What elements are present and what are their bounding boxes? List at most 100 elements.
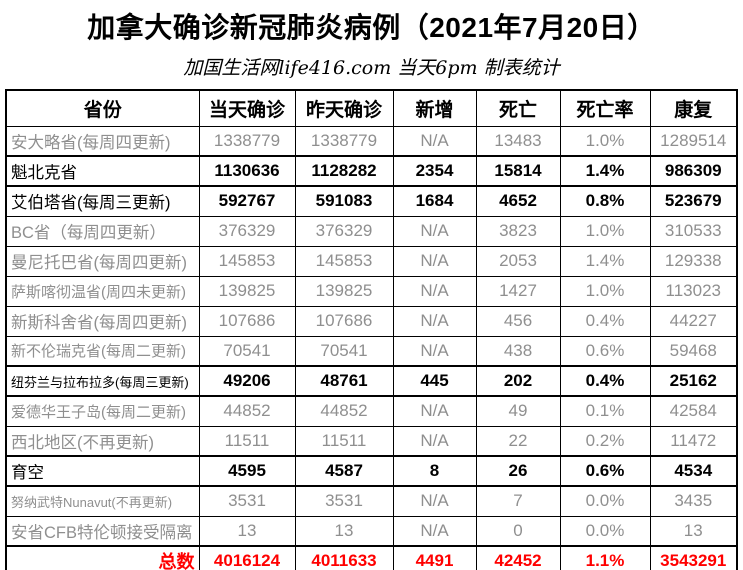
table-row: 艾伯塔省(每周三更新) 592767 591083 1684 4652 0.8%… [5,185,738,217]
new-cases-cell: 445 [392,365,477,397]
death-rate-cell: 0.8% [559,185,651,217]
yesterday-confirmed-cell: 11511 [294,425,394,457]
table-row: 曼尼托巴省(每周四更新) 145853 145853 N/A 2053 1.4%… [5,245,738,277]
recovered-cell: 44227 [649,305,738,337]
table-row: BC省（每周四更新） 376329 376329 N/A 3823 1.0% 3… [5,215,738,247]
header-row: 省份 当天确诊 昨天确诊 新增 死亡 死亡率 康复 [5,89,738,127]
column-header-today-confirmed: 当天确诊 [198,89,296,127]
yesterday-confirmed-cell: 44852 [294,395,394,427]
deaths-cell: 202 [475,365,561,397]
yesterday-confirmed-cell: 107686 [294,305,394,337]
yesterday-confirmed-cell: 13 [294,515,394,547]
table-row: 魁北克省 1130636 1128282 2354 15814 1.4% 986… [5,155,738,187]
province-cell: 西北地区(不再更新) [5,425,200,457]
deaths-cell: 7 [475,485,561,517]
recovered-cell: 4534 [649,455,738,487]
death-rate-cell: 1.0% [559,275,651,307]
recovered-cell: 113023 [649,275,738,307]
deaths-cell: 26 [475,455,561,487]
deaths-cell: 3823 [475,215,561,247]
table-header: 省份 当天确诊 昨天确诊 新增 死亡 死亡率 康复 [5,89,738,127]
new-cases-cell: N/A [392,245,477,277]
death-rate-cell: 0.1% [559,395,651,427]
new-cases-cell: N/A [392,425,477,457]
province-cell: 育空 [5,455,200,487]
table-body: 安大略省(每周四更新) 1338779 1338779 N/A 13483 1.… [5,125,738,547]
column-header-province: 省份 [5,89,200,127]
new-cases-cell: N/A [392,335,477,367]
deaths-cell: 13483 [475,125,561,157]
table-row: 安省CFB特伦顿接受隔离 13 13 N/A 0 0.0% 13 [5,515,738,547]
yesterday-confirmed-cell: 139825 [294,275,394,307]
table-row: 萨斯喀彻温省(周四未更新) 139825 139825 N/A 1427 1.0… [5,275,738,307]
province-cell: BC省（每周四更新） [5,215,200,247]
yesterday-confirmed-cell: 3531 [294,485,394,517]
yesterday-confirmed-cell: 1338779 [294,125,394,157]
table-row: 新斯科舍省(每周四更新) 107686 107686 N/A 456 0.4% … [5,305,738,337]
totals-row: 总数 4016124 4011633 4491 42452 1.1% 35432… [5,545,738,570]
totals-label: 总数 [5,545,200,570]
new-cases-cell: N/A [392,305,477,337]
table-row: 西北地区(不再更新) 11511 11511 N/A 22 0.2% 11472 [5,425,738,457]
province-cell: 爱德华王子岛(每周二更新) [5,395,200,427]
totals-death-rate: 1.1% [559,545,651,570]
new-cases-cell: 1684 [392,185,477,217]
totals-recovered: 3543291 [649,545,738,570]
table-row: 新不伦瑞克省(每周二更新) 70541 70541 N/A 438 0.6% 5… [5,335,738,367]
yesterday-confirmed-cell: 48761 [294,365,394,397]
death-rate-cell: 0.0% [559,515,651,547]
province-cell: 新不伦瑞克省(每周二更新) [5,335,200,367]
table-row: 育空 4595 4587 8 26 0.6% 4534 [5,455,738,487]
new-cases-cell: N/A [392,515,477,547]
new-cases-cell: N/A [392,485,477,517]
new-cases-cell: 2354 [392,155,477,187]
table-row: 纽芬兰与拉布拉多(每周三更新) 49206 48761 445 202 0.4%… [5,365,738,397]
recovered-cell: 3435 [649,485,738,517]
yesterday-confirmed-cell: 376329 [294,215,394,247]
recovered-cell: 1289514 [649,125,738,157]
death-rate-cell: 0.2% [559,425,651,457]
column-header-recovered: 康复 [649,89,738,127]
recovered-cell: 25162 [649,365,738,397]
today-confirmed-cell: 139825 [198,275,296,307]
deaths-cell: 1427 [475,275,561,307]
table-row: 安大略省(每周四更新) 1338779 1338779 N/A 13483 1.… [5,125,738,157]
deaths-cell: 2053 [475,245,561,277]
recovered-cell: 59468 [649,335,738,367]
death-rate-cell: 0.4% [559,305,651,337]
province-cell: 安大略省(每周四更新) [5,125,200,157]
new-cases-cell: N/A [392,215,477,247]
today-confirmed-cell: 11511 [198,425,296,457]
province-cell: 安省CFB特伦顿接受隔离 [5,515,200,547]
today-confirmed-cell: 4595 [198,455,296,487]
deaths-cell: 0 [475,515,561,547]
province-cell: 纽芬兰与拉布拉多(每周三更新) [5,365,200,397]
yesterday-confirmed-cell: 70541 [294,335,394,367]
covid-stats-table: 省份 当天确诊 昨天确诊 新增 死亡 死亡率 康复 安大略省(每周四更新) 13… [5,89,738,570]
totals-deaths: 42452 [475,545,561,570]
page-title: 加拿大确诊新冠肺炎病例（2021年7月20日） [87,12,656,43]
column-header-death-rate: 死亡率 [559,89,651,127]
deaths-cell: 456 [475,305,561,337]
province-cell: 努纳武特Nunavut(不再更新) [5,485,200,517]
deaths-cell: 15814 [475,155,561,187]
death-rate-cell: 0.6% [559,335,651,367]
new-cases-cell: N/A [392,125,477,157]
deaths-cell: 22 [475,425,561,457]
recovered-cell: 42584 [649,395,738,427]
today-confirmed-cell: 13 [198,515,296,547]
today-confirmed-cell: 376329 [198,215,296,247]
totals-yesterday-confirmed: 4011633 [294,545,394,570]
recovered-cell: 310533 [649,215,738,247]
today-confirmed-cell: 107686 [198,305,296,337]
today-confirmed-cell: 592767 [198,185,296,217]
today-confirmed-cell: 70541 [198,335,296,367]
deaths-cell: 49 [475,395,561,427]
new-cases-cell: N/A [392,275,477,307]
today-confirmed-cell: 1130636 [198,155,296,187]
province-cell: 艾伯塔省(每周三更新) [5,185,200,217]
province-cell: 萨斯喀彻温省(周四未更新) [5,275,200,307]
page-subtitle: 加国生活网life416.com 当天6pm 制表统计 [183,57,560,79]
recovered-cell: 523679 [649,185,738,217]
recovered-cell: 13 [649,515,738,547]
